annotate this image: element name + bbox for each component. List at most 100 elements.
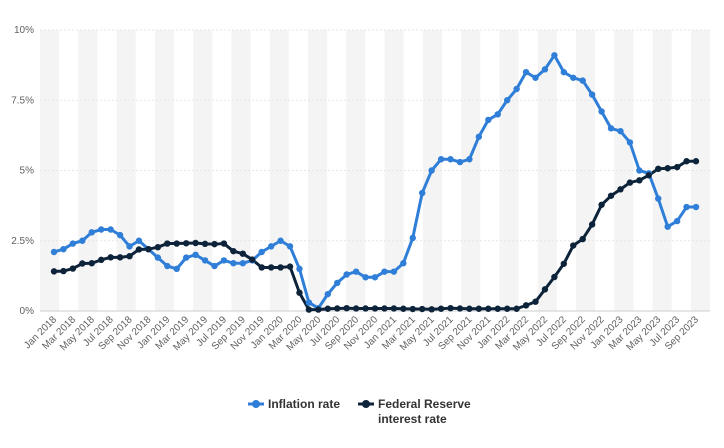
data-point-inflation: [532, 74, 539, 81]
data-point-inflation: [579, 77, 586, 84]
data-point-inflation: [617, 127, 624, 135]
data-point-fed-rate: [692, 158, 700, 165]
data-point-fed-rate: [598, 201, 605, 208]
data-point-fed-rate: [239, 250, 247, 257]
data-point-fed-rate: [503, 305, 511, 312]
data-point-inflation: [116, 231, 124, 239]
data-point-inflation: [88, 229, 95, 236]
data-point-fed-rate: [277, 264, 284, 271]
data-point-fed-rate: [182, 240, 190, 247]
data-point-fed-rate: [400, 305, 407, 312]
data-point-inflation: [343, 271, 350, 278]
data-point-fed-rate: [522, 302, 530, 309]
data-point-inflation: [673, 217, 681, 225]
legend-item-fed-rate[interactable]: Federal Reserve interest rate: [358, 397, 471, 426]
legend: Inflation rate Federal Reserve interest r…: [248, 397, 471, 426]
series-markers: [50, 52, 700, 313]
data-point-inflation: [230, 260, 237, 267]
data-point-inflation: [334, 279, 341, 287]
data-point-fed-rate: [541, 286, 549, 293]
data-point-inflation: [182, 254, 190, 261]
data-point-fed-rate: [475, 305, 483, 312]
data-point-inflation: [192, 251, 199, 258]
data-point-fed-rate: [560, 260, 568, 267]
data-point-fed-rate: [655, 165, 662, 173]
data-point-inflation: [456, 158, 464, 166]
data-point-fed-rate: [447, 304, 454, 312]
data-point-inflation: [135, 237, 143, 244]
data-point-fed-rate: [135, 246, 143, 253]
data-point-fed-rate: [60, 267, 67, 275]
data-point-inflation: [296, 265, 303, 273]
data-point-fed-rate: [570, 242, 577, 249]
data-point-fed-rate: [249, 256, 256, 263]
data-point-inflation: [626, 139, 634, 146]
data-point-inflation: [277, 237, 284, 244]
data-point-inflation: [107, 226, 114, 233]
legend-label-line: interest rate: [378, 412, 447, 426]
data-point-fed-rate: [513, 305, 520, 312]
data-point-inflation: [390, 268, 398, 275]
data-point-fed-rate: [617, 186, 624, 193]
data-point-fed-rate: [192, 239, 199, 247]
data-point-fed-rate: [79, 260, 86, 267]
data-point-inflation: [503, 97, 511, 104]
data-point-fed-rate: [154, 244, 162, 251]
data-point-inflation: [286, 243, 294, 250]
data-point-inflation: [437, 156, 445, 163]
data-point-inflation: [381, 268, 388, 275]
data-point-fed-rate: [116, 254, 124, 261]
data-point-fed-rate: [494, 305, 501, 312]
data-point-inflation: [494, 111, 501, 118]
y-axis: 0% 2.5% 5% 7.5% 10%: [11, 25, 34, 317]
data-point-fed-rate: [88, 260, 95, 267]
series-line-inflation: [53, 53, 696, 310]
data-point-fed-rate: [315, 306, 322, 313]
data-point-inflation: [409, 234, 416, 242]
data-point-fed-rate: [551, 273, 558, 281]
data-point-inflation: [239, 260, 247, 267]
data-point-fed-rate: [305, 306, 313, 313]
data-point-inflation: [352, 268, 360, 275]
data-point-fed-rate: [390, 305, 398, 312]
data-point-fed-rate: [371, 305, 379, 312]
data-point-inflation: [692, 203, 700, 211]
data-point-inflation: [98, 226, 105, 233]
data-point-inflation: [551, 52, 558, 59]
legend-label-inflation: Inflation rate: [268, 397, 340, 411]
data-point-fed-rate: [324, 305, 331, 312]
data-point-inflation: [513, 85, 520, 93]
data-point-inflation: [69, 240, 77, 247]
data-point-inflation: [126, 243, 133, 250]
data-point-fed-rate: [69, 265, 77, 272]
data-point-fed-rate: [456, 305, 464, 312]
legend-item-inflation[interactable]: Inflation rate: [248, 397, 340, 411]
data-point-inflation: [60, 245, 67, 253]
data-point-fed-rate: [664, 165, 671, 172]
data-point-fed-rate: [334, 305, 341, 312]
data-point-inflation: [607, 125, 615, 132]
data-point-inflation: [79, 237, 86, 244]
data-point-inflation: [598, 108, 605, 115]
data-point-inflation: [362, 274, 369, 281]
data-point-fed-rate: [164, 240, 171, 247]
legend-marker-inflation: [252, 400, 260, 408]
data-point-fed-rate: [381, 305, 388, 312]
data-point-fed-rate: [220, 240, 228, 247]
data-point-fed-rate: [419, 305, 426, 313]
data-point-fed-rate: [532, 298, 539, 305]
y-tick-label: 2.5%: [11, 236, 34, 247]
data-point-fed-rate: [437, 305, 445, 312]
data-point-fed-rate: [201, 240, 209, 248]
data-point-fed-rate: [673, 163, 681, 171]
data-point-inflation: [475, 133, 483, 140]
data-point-fed-rate: [286, 263, 294, 270]
data-point-fed-rate: [107, 254, 114, 261]
data-point-fed-rate: [50, 268, 58, 275]
data-point-fed-rate: [126, 253, 133, 260]
data-point-inflation: [324, 290, 331, 298]
data-point-inflation: [655, 195, 662, 202]
data-point-inflation: [419, 189, 426, 197]
